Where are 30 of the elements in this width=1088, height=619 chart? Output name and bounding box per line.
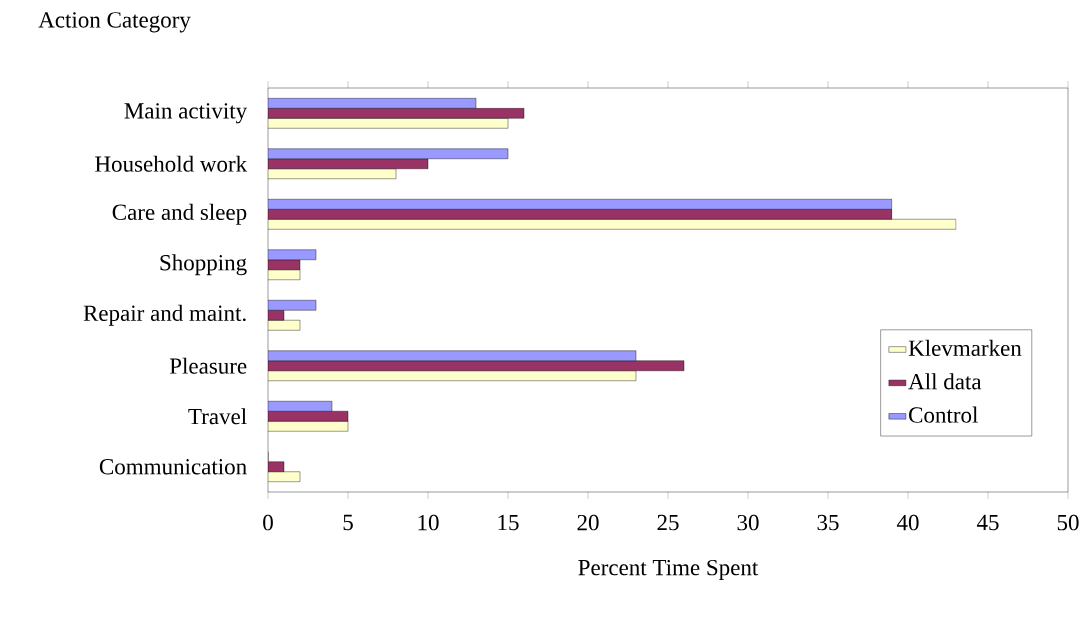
y-tick-label: Travel bbox=[188, 408, 247, 425]
y-axis-title: Action Category bbox=[38, 12, 191, 33]
x-tick-label: 35 bbox=[817, 514, 839, 531]
legend-label: All data bbox=[908, 373, 982, 390]
x-tick-label: 0 bbox=[263, 514, 273, 531]
y-tick-label: Communication bbox=[99, 459, 247, 475]
y-tick-label: Shopping bbox=[160, 254, 247, 276]
bar bbox=[268, 209, 893, 220]
x-tick-label: 20 bbox=[577, 514, 599, 531]
bar bbox=[268, 360, 685, 371]
legend-label: Control bbox=[909, 406, 978, 423]
y-tick-label: Household work bbox=[95, 155, 248, 172]
x-tick-label: 40 bbox=[896, 514, 919, 531]
x-axis-title: Percent Time Spent bbox=[578, 559, 759, 581]
x-tick-label: 25 bbox=[657, 514, 679, 531]
x-tick-label: 45 bbox=[976, 514, 999, 531]
x-tick-label: 15 bbox=[498, 514, 519, 531]
bar bbox=[268, 199, 893, 210]
y-tick-label: Care and sleep bbox=[112, 203, 247, 225]
y-tick-label: Main activity bbox=[124, 103, 248, 124]
bar bbox=[268, 370, 637, 381]
legend-label: Klevmarken bbox=[908, 339, 1022, 356]
y-tick-label: Repair and maint. bbox=[83, 304, 246, 326]
bar bbox=[268, 350, 637, 361]
x-tick-label: 50 bbox=[1057, 514, 1079, 531]
bar bbox=[268, 219, 957, 230]
x-tick-label: 30 bbox=[737, 514, 759, 531]
x-tick-label: 10 bbox=[418, 514, 439, 531]
x-tick-label: 5 bbox=[343, 514, 353, 531]
y-tick-label: Pleasure bbox=[169, 357, 247, 374]
